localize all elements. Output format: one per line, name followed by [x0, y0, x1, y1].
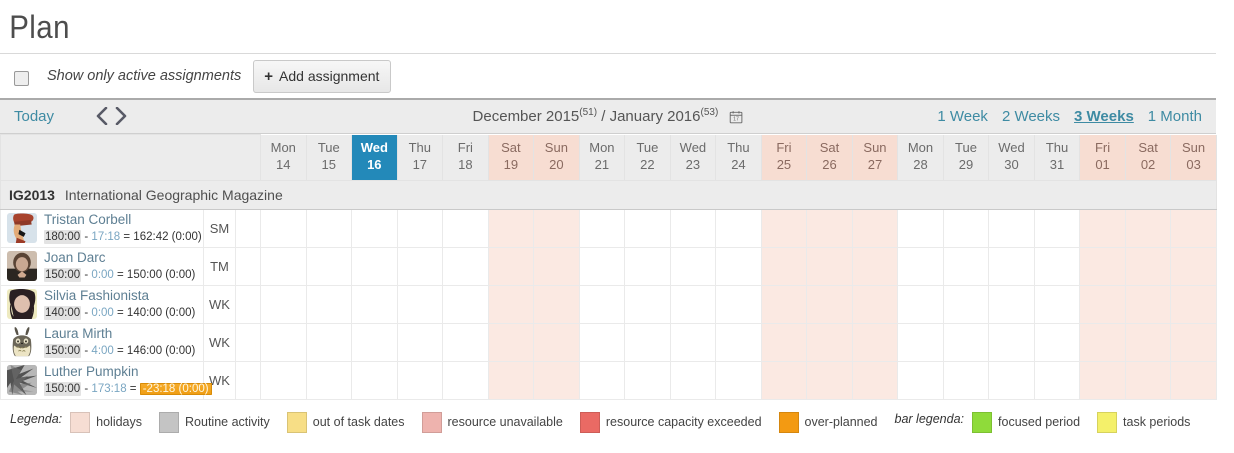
svg-text:17: 17 — [733, 117, 739, 123]
